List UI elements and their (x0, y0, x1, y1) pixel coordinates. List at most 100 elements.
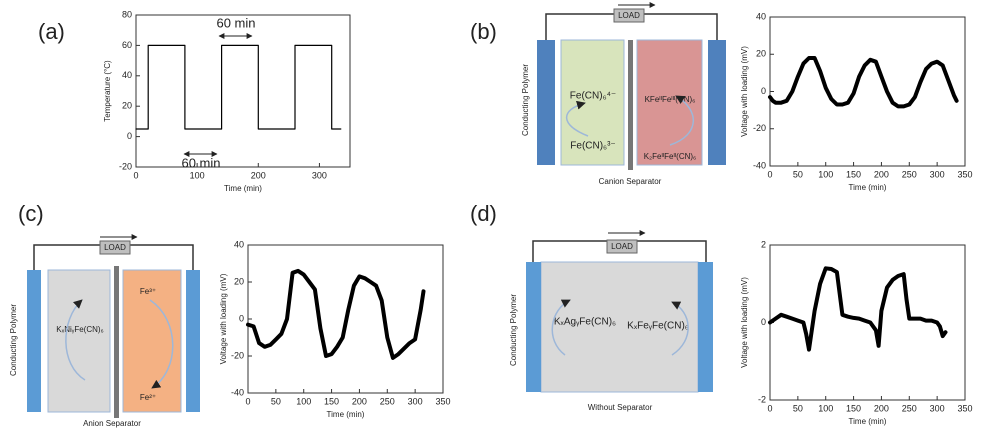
y-tick-label: 0 (239, 313, 244, 323)
electrode (708, 40, 726, 165)
panel-label: (c) (18, 201, 44, 226)
reaction-arrow (669, 95, 694, 146)
load-box (606, 239, 638, 254)
species: KₓFeᵧFe(CN)₆ (627, 321, 689, 332)
x-axis-label: Time (min) (327, 410, 365, 419)
x-tick-label: 300 (408, 396, 423, 406)
x-tick-label: 100 (818, 403, 833, 413)
electrolyte (540, 261, 699, 393)
y-tick-label: 40 (122, 70, 132, 80)
x-tick-label: 100 (296, 396, 311, 406)
species: Fe³⁺ (140, 287, 156, 296)
reaction-arrow (551, 299, 571, 356)
reaction-arrow (671, 301, 689, 356)
load-label: LOAD (611, 242, 633, 251)
panel-label: (a) (38, 19, 65, 44)
x-axis-label: Time (min) (849, 417, 887, 426)
x-tick-label: 50 (271, 396, 281, 406)
x-tick-label: 350 (435, 396, 450, 406)
x-axis-label: Time (min) (224, 184, 262, 193)
x-tick-label: 200 (251, 170, 266, 180)
separator (114, 266, 119, 418)
x-tick-label: 50 (793, 169, 803, 179)
x-tick-label: 350 (957, 403, 972, 413)
species: KFeᴵᴵFeᴵᴵᴵ(CN)₆ (645, 95, 696, 104)
y-tick-label: -40 (753, 160, 766, 170)
separator (628, 40, 633, 170)
electrode (537, 40, 555, 165)
y-tick-label: -20 (119, 161, 132, 171)
panel-label: (b) (470, 19, 497, 44)
electrode (27, 270, 41, 412)
electrode (698, 262, 713, 392)
diagram-d: LOAD KₓAgᵧFe(CN)₆ KₓFeᵧFe(CN)₆ Conductin… (509, 230, 713, 412)
y-axis-label: Voltage with loading (mV) (740, 277, 749, 368)
y-tick-label: -20 (231, 350, 244, 360)
y-tick-label: 0 (761, 317, 766, 327)
x-tick-label: 0 (245, 396, 250, 406)
species: Fe(CN)₆⁴⁻ (570, 91, 616, 102)
x-tick-label: 150 (324, 396, 339, 406)
y-tick-label: 40 (234, 239, 244, 249)
electrolyte (47, 269, 111, 413)
x-tick-label: 250 (902, 403, 917, 413)
y-tick-label: -2 (758, 394, 766, 404)
species: KₓNiᵧFe(CN)₆ (56, 325, 104, 334)
x-tick-label: 350 (957, 169, 972, 179)
data-line (135, 44, 342, 130)
y-tick-label: 2 (761, 239, 766, 249)
y-axis-label: Temperature (°C) (103, 60, 112, 122)
y-tick-label: 20 (234, 276, 244, 286)
x-tick-label: 200 (874, 403, 889, 413)
y-axis-label: Voltage with loading (mV) (219, 273, 228, 364)
x-tick-label: 150 (846, 169, 861, 179)
y-tick-label: 20 (122, 101, 132, 111)
y-axis-label: Voltage with loading (mV) (740, 46, 749, 137)
y-tick-label: -20 (753, 123, 766, 133)
reaction-arrow (565, 100, 589, 137)
electrode-label: Conducting Polymer (509, 294, 518, 366)
load-label: LOAD (104, 243, 126, 252)
data-line (768, 56, 959, 109)
plot-frame (135, 14, 351, 168)
x-tick-label: 50 (793, 403, 803, 413)
y-tick-label: 80 (122, 9, 132, 19)
x-axis-label: Time (min) (849, 183, 887, 192)
diagram-b: LOAD Fe(CN)₆⁴⁻ Fe(CN)₆³⁻ KFeᴵᴵFeᴵᴵᴵ(CN)₆… (521, 2, 726, 186)
electrode-label: Conducting Polymer (521, 64, 530, 136)
x-tick-label: 250 (380, 396, 395, 406)
load-box (99, 240, 131, 255)
species: Fe²⁺ (140, 393, 156, 402)
separator-label: Without Separator (588, 403, 653, 412)
data-line (246, 268, 426, 360)
electrolyte (636, 39, 703, 166)
plot-frame (769, 16, 966, 167)
reaction-arrow (149, 299, 174, 389)
reaction-arrow (65, 299, 86, 381)
x-tick-label: 0 (767, 169, 772, 179)
species: KₓAgᵧFe(CN)₆ (554, 317, 616, 328)
y-tick-label: 0 (761, 86, 766, 96)
x-tick-label: 100 (818, 169, 833, 179)
x-tick-label: 300 (930, 403, 945, 413)
diagram-c: LOAD KₓNiᵧFe(CN)₆ Fe³⁺ Fe²⁺ Conducting P… (9, 234, 200, 428)
data-line (768, 266, 948, 352)
y-tick-label: 40 (756, 11, 766, 21)
electrode (186, 270, 200, 412)
x-tick-label: 300 (312, 170, 327, 180)
x-tick-label: 0 (133, 170, 138, 180)
x-tick-label: 0 (767, 403, 772, 413)
y-tick-label: 60 (122, 40, 132, 50)
x-tick-label: 100 (190, 170, 205, 180)
annotation: 60 min (181, 155, 220, 170)
electrolyte (560, 39, 625, 166)
species: K₂FeᴵᴵFeᴵᴵ(CN)₆ (644, 152, 697, 161)
x-tick-label: 150 (846, 403, 861, 413)
y-tick-label: 0 (127, 131, 132, 141)
annotation: 60 min (216, 15, 255, 30)
x-tick-label: 300 (930, 169, 945, 179)
x-tick-label: 200 (352, 396, 367, 406)
species: Fe(CN)₆³⁻ (570, 141, 615, 152)
y-tick-label: -40 (231, 387, 244, 397)
